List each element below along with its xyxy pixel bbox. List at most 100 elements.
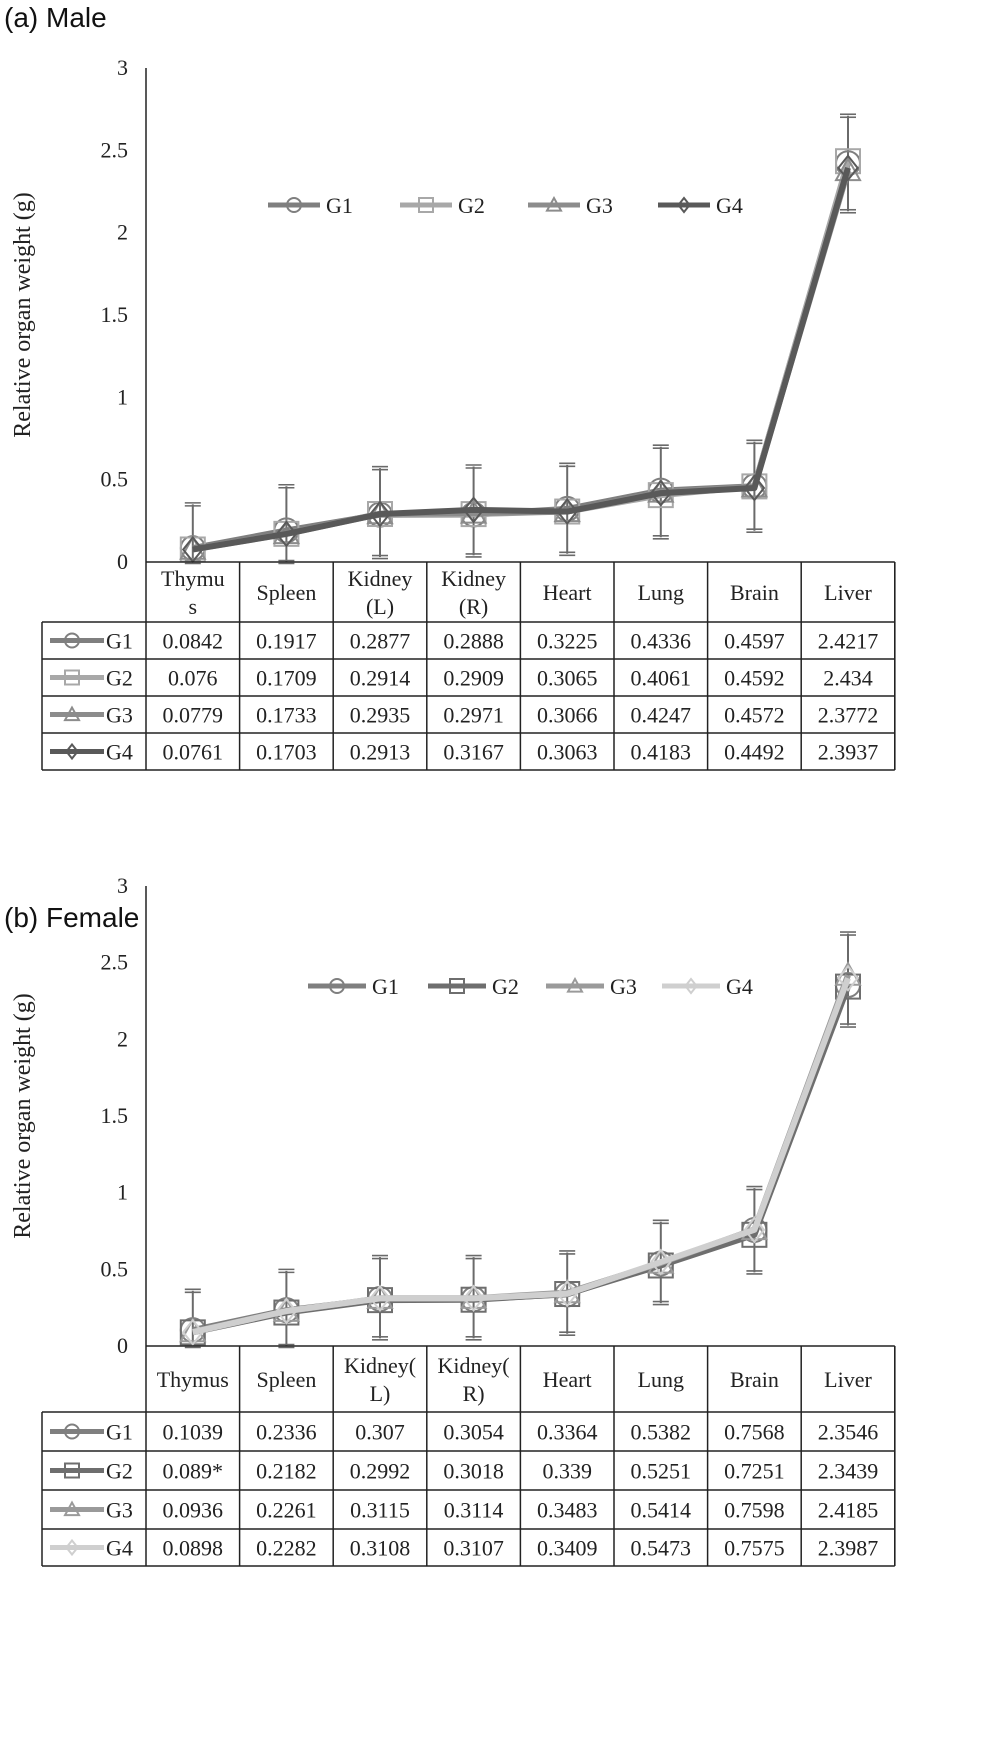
table-cell: 0.339 — [542, 1459, 592, 1484]
data-point — [649, 1248, 672, 1276]
row-series-label: G2 — [106, 1459, 133, 1484]
x-tick-label: Liver — [824, 1367, 872, 1392]
table-cell: 0.3066 — [537, 703, 598, 728]
series-line — [192, 169, 851, 553]
y-tick-label: 1.5 — [101, 302, 129, 327]
y-tick-label: 2 — [117, 1026, 128, 1051]
legend-marker — [566, 976, 584, 993]
data-point — [556, 1280, 579, 1308]
legend-marker — [329, 978, 345, 994]
data-point — [181, 1318, 204, 1346]
table-cell: 0.5251 — [631, 1459, 692, 1484]
table-cell: 2.3987 — [818, 1536, 879, 1561]
table-cell: 0.4247 — [631, 703, 692, 728]
x-tick-label: Lung — [638, 580, 684, 605]
table-cell: 0.307 — [355, 1420, 405, 1445]
table-cell: 2.3937 — [818, 740, 879, 765]
table-cell: 0.3108 — [350, 1536, 411, 1561]
table-cell: 0.7575 — [724, 1536, 785, 1561]
table-cell: 0.5414 — [631, 1498, 692, 1523]
panel-female: (b) Female 0 0.5 1 1.5 2 2.5 3 Relative organ w… — [0, 873, 998, 1744]
row-key-marker — [64, 1423, 80, 1440]
x-tick-label: Spleen — [256, 580, 316, 605]
legend-label: G2 — [492, 974, 519, 999]
table-cell: 0.1703 — [256, 740, 317, 765]
table-cell: 2.4185 — [818, 1498, 879, 1523]
y-axis-title: Relative organ weight (g) — [10, 993, 36, 1238]
x-tick-label: Kidney — [348, 566, 413, 591]
row-series-label: G1 — [106, 1420, 133, 1445]
legend-label: G3 — [586, 193, 613, 218]
y-tick-label: 1.5 — [101, 1103, 129, 1128]
legend-label: G2 — [458, 193, 485, 218]
table-cell: 0.3054 — [443, 1420, 504, 1445]
data-point — [275, 520, 298, 548]
x-tick-label: Thymus — [157, 1367, 229, 1392]
data-point — [743, 1216, 766, 1244]
data-point — [649, 479, 672, 507]
x-tick-label: Spleen — [256, 1367, 316, 1392]
table-cell: 0.3225 — [537, 629, 598, 654]
data-point — [743, 474, 766, 502]
table-cell: 0.0842 — [163, 629, 224, 654]
y-tick-label: 0 — [117, 1333, 128, 1358]
x-tick-label: Liver — [824, 580, 872, 605]
x-tick-label: (R) — [459, 594, 488, 619]
table-cell: 0.2877 — [350, 629, 411, 654]
row-key-marker — [64, 669, 80, 686]
table-cell: 0.4183 — [631, 740, 692, 765]
table-cell: 0.0936 — [163, 1498, 224, 1523]
series-g3 — [179, 961, 862, 1343]
series-g2 — [179, 148, 861, 563]
legend-label: G1 — [372, 974, 399, 999]
data-point — [462, 1284, 485, 1312]
table-cell: 0.5473 — [631, 1536, 692, 1561]
series-line — [192, 974, 851, 1335]
table-cell: 0.2261 — [256, 1498, 317, 1523]
table-cell: 0.3483 — [537, 1498, 598, 1523]
table-cell: 0.2182 — [256, 1459, 317, 1484]
table-cell: 0.7598 — [724, 1498, 785, 1523]
panel-male: (a) Male 0 0.5 1 1.5 2 2.5 3 Relative organ wei… — [0, 0, 998, 862]
legend-label: G1 — [326, 193, 353, 218]
table-cell: 0.7568 — [724, 1420, 785, 1445]
series-g2 — [179, 973, 861, 1346]
panel-title: (b) Female — [4, 902, 140, 933]
table-cell: 2.3772 — [818, 703, 879, 728]
table-cell: 0.2914 — [350, 666, 411, 691]
data-point — [369, 500, 391, 528]
legend-label: G4 — [726, 974, 753, 999]
row-key-marker — [64, 632, 80, 649]
x-tick-label: (L) — [366, 594, 394, 619]
table-cell: 0.089* — [163, 1459, 224, 1484]
row-series-label: G3 — [106, 703, 133, 728]
y-tick-label: 3 — [117, 55, 128, 80]
x-tick-label: L) — [370, 1381, 391, 1406]
table-cell: 0.7251 — [724, 1459, 785, 1484]
table-cell: 0.3167 — [443, 740, 504, 765]
data-point — [275, 1297, 298, 1325]
row-series-label: G4 — [106, 1536, 133, 1561]
legend-marker — [545, 195, 563, 212]
table-cell: 0.2282 — [256, 1536, 317, 1561]
table-cell: 0.4061 — [631, 666, 692, 691]
x-tick-label: Brain — [730, 580, 779, 605]
table-cell: 2.3546 — [818, 1420, 879, 1445]
table-cell: 0.5382 — [631, 1420, 692, 1445]
row-key-marker — [65, 742, 79, 761]
table-cell: 0.2336 — [256, 1420, 317, 1445]
data-point — [369, 1284, 391, 1312]
x-tick-label: Thymu — [161, 566, 225, 591]
data-point — [837, 964, 859, 992]
legend-marker — [677, 196, 691, 214]
y-tick-label: 0 — [117, 549, 128, 574]
y-tick-label: 3 — [117, 873, 128, 898]
y-tick-label: 1 — [117, 1180, 128, 1205]
row-series-label: G4 — [106, 740, 133, 765]
x-tick-label: Kidney — [441, 566, 506, 591]
data-point — [556, 497, 579, 526]
y-tick-label: 1 — [117, 384, 128, 409]
table-cell: 0.1917 — [256, 629, 317, 654]
